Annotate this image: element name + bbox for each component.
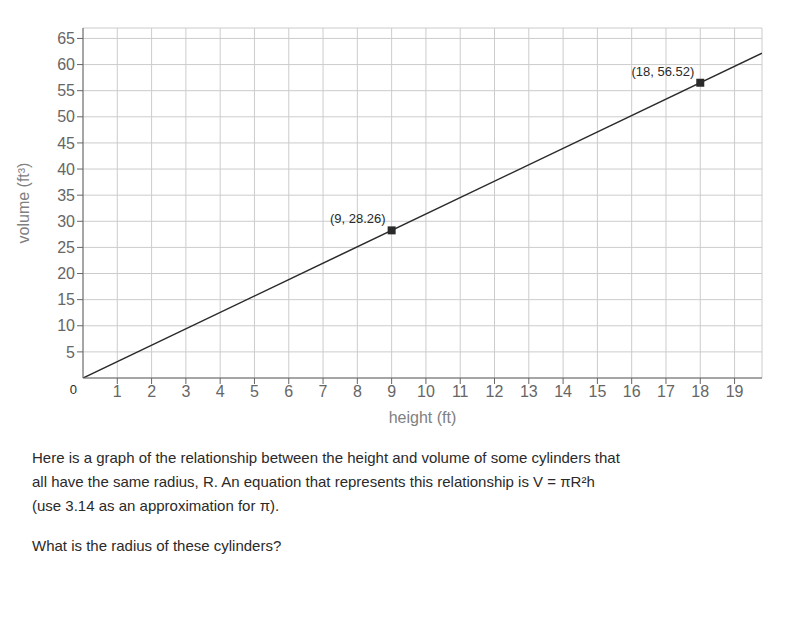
svg-text:18: 18: [691, 383, 709, 400]
html-text:Here is a graph of the relatio: Here is a graph of the relationship betw…: [32, 449, 620, 466]
svg-text:13: 13: [520, 383, 538, 400]
svg-text:65: 65: [57, 30, 75, 47]
svg-text:19: 19: [726, 383, 744, 400]
html-text:What is the radius of these cy: What is the radius of these cylinders?: [32, 537, 282, 554]
svg-text:16: 16: [623, 383, 641, 400]
svg-text:40: 40: [57, 161, 75, 178]
svg-text:25: 25: [57, 239, 75, 256]
svg-text:1: 1: [113, 383, 122, 400]
svg-text:height (ft): height (ft): [389, 409, 457, 426]
svg-text:3: 3: [181, 383, 190, 400]
svg-text:45: 45: [57, 135, 75, 152]
svg-text:9: 9: [387, 383, 396, 400]
html-text:(use 3.14 as an approximation: (use 3.14 as an approximation for π).: [32, 497, 280, 514]
svg-text:10: 10: [417, 383, 435, 400]
svg-text:4: 4: [216, 383, 225, 400]
svg-text:14: 14: [554, 383, 572, 400]
svg-text:35: 35: [57, 187, 75, 204]
svg-text:0: 0: [70, 382, 77, 397]
svg-text:55: 55: [57, 82, 75, 99]
svg-text:volume (ft³): volume (ft³): [15, 163, 32, 244]
svg-text:6: 6: [284, 383, 293, 400]
svg-text:50: 50: [57, 108, 75, 125]
svg-text:20: 20: [57, 265, 75, 282]
svg-text:15: 15: [588, 383, 606, 400]
svg-text:7: 7: [319, 383, 328, 400]
svg-text:5: 5: [66, 344, 75, 361]
html-text:all have the same radius, R. A: all have the same radius, R. An equation…: [32, 473, 595, 490]
svg-text:5: 5: [250, 383, 259, 400]
svg-text:8: 8: [353, 383, 362, 400]
svg-text:(18, 56.52): (18, 56.52): [631, 64, 694, 79]
svg-text:15: 15: [57, 291, 75, 308]
svg-text:60: 60: [57, 56, 75, 73]
svg-text:(9, 28.26): (9, 28.26): [330, 211, 386, 226]
svg-text:10: 10: [57, 317, 75, 334]
svg-text:11: 11: [452, 383, 469, 400]
svg-text:30: 30: [57, 213, 75, 230]
svg-text:17: 17: [657, 383, 675, 400]
svg-text:2: 2: [147, 383, 156, 400]
svg-text:12: 12: [486, 383, 504, 400]
